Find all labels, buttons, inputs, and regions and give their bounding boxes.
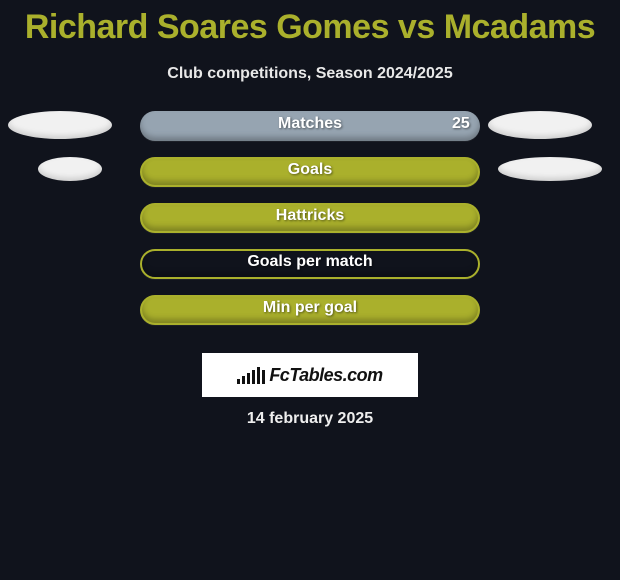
side-ellipse <box>38 157 102 181</box>
logo-bars-icon <box>237 366 265 384</box>
stat-label: Hattricks <box>276 207 344 225</box>
stat-label: Goals per match <box>247 253 372 271</box>
stat-value: 25 <box>452 115 470 133</box>
stat-label: Min per goal <box>263 299 357 317</box>
stat-row: Goals <box>0 157 620 203</box>
stat-row: Matches 25 <box>0 111 620 157</box>
subtitle: Club competitions, Season 2024/2025 <box>0 65 620 83</box>
logo-text: FcTables.com <box>269 365 382 386</box>
page-title: Richard Soares Gomes vs Mcadams <box>0 0 620 47</box>
side-ellipse <box>488 111 592 139</box>
title-text: Richard Soares Gomes vs Mcadams <box>25 8 595 46</box>
stat-row: Goals per match <box>0 249 620 295</box>
stat-row: Min per goal <box>0 295 620 341</box>
side-ellipse <box>498 157 602 181</box>
stats-container: Matches 25 Goals Hattricks Goals per match Mi… <box>0 111 620 341</box>
fctables-logo: FcTables.com <box>202 353 418 397</box>
date-text: 14 february 2025 <box>247 410 373 428</box>
stat-label: Matches <box>278 115 342 133</box>
stat-row: Hattricks <box>0 203 620 249</box>
side-ellipse <box>8 111 112 139</box>
stat-label: Goals <box>288 161 332 179</box>
